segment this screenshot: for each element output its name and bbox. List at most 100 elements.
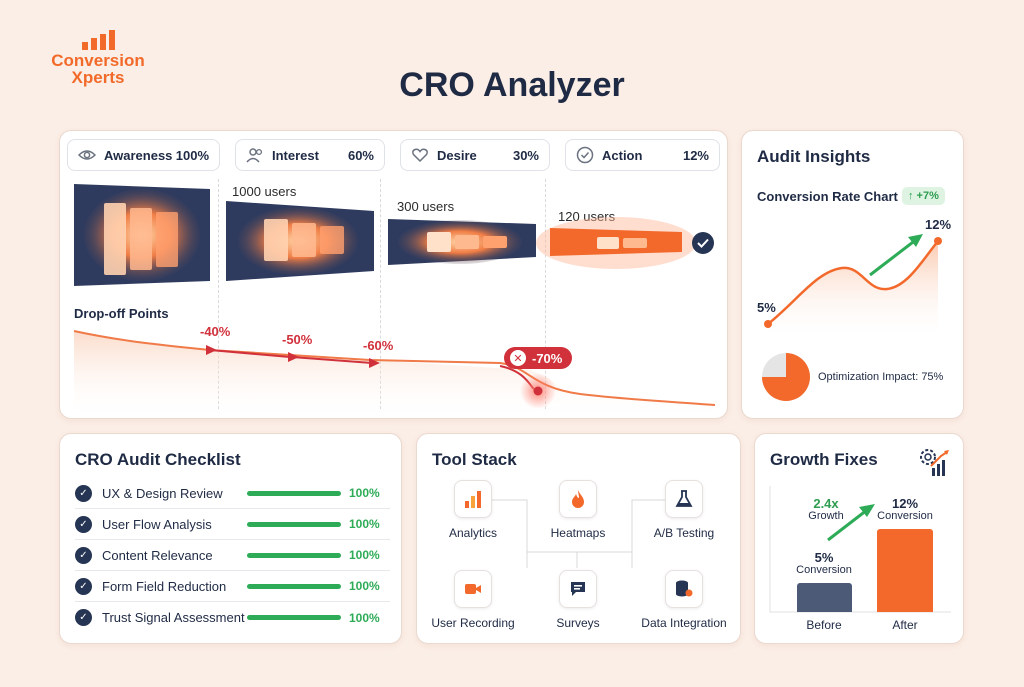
- optimization-impact-pie: [762, 353, 810, 401]
- conversion-rate-chart-title: Conversion Rate Chart: [757, 189, 898, 204]
- users-count-action: 120 users: [558, 209, 616, 224]
- rate-change-badge: ↑ +7%: [902, 187, 945, 205]
- after-axis-label: After: [892, 618, 918, 632]
- after-bar: [877, 529, 933, 612]
- rate-end-label: 12%: [925, 217, 952, 232]
- checklist-item[interactable]: ✓ Trust Signal Assessment 100%: [75, 602, 390, 633]
- checklist-item[interactable]: ✓ User Flow Analysis 100%: [75, 509, 390, 540]
- video-camera-icon: [454, 570, 492, 608]
- check-icon: ✓: [75, 546, 92, 564]
- check-icon: ✓: [75, 484, 92, 502]
- close-circle-icon: ✕: [510, 350, 526, 366]
- stage-label: Desire: [437, 147, 477, 163]
- brand-name-line1: Conversion: [51, 51, 145, 70]
- dropoff-marker-3: [369, 358, 380, 368]
- database-icon: [665, 570, 703, 608]
- before-value: 5%: [814, 550, 834, 565]
- after-value-label: 12% Conversion: [871, 497, 939, 523]
- flame-icon: [559, 480, 597, 518]
- check-icon: ✓: [75, 577, 92, 595]
- bar-chart-logo-icon: [82, 30, 115, 50]
- tool-data-integration[interactable]: Data Integration: [624, 570, 744, 630]
- stage-divider: [218, 179, 219, 409]
- stage-pct: 12%: [682, 147, 709, 163]
- page-title: CRO Analyzer: [399, 66, 625, 104]
- checklist-item-label: User Flow Analysis: [102, 516, 212, 532]
- dropoff-alert-badge[interactable]: ✕ -70%: [504, 347, 573, 369]
- stage-interest[interactable]: Interest 60%: [235, 139, 385, 171]
- audit-insights-card: Audit Insights Conversion Rate Chart ↑ +…: [741, 130, 964, 419]
- checklist-item-label: Content Relevance: [102, 547, 213, 563]
- tool-user-recording[interactable]: User Recording: [413, 570, 533, 630]
- tool-connectors: [492, 499, 665, 568]
- checklist-progress-bar: [247, 552, 341, 558]
- gear-growth-icon: [920, 449, 949, 476]
- stage-label: Interest: [272, 147, 319, 163]
- flask-icon: [665, 480, 703, 518]
- stage-desire[interactable]: Desire 30%: [400, 139, 550, 171]
- checklist-item[interactable]: ✓ Form Field Reduction 100%: [75, 571, 390, 602]
- before-axis-label: Before: [806, 618, 842, 632]
- brand-logo: Conversion Xperts: [50, 30, 160, 90]
- checklist-progress-bar: [247, 615, 341, 620]
- stage-action[interactable]: Action 12%: [565, 139, 720, 171]
- checklist-item[interactable]: ✓ UX & Design Review 100%: [75, 478, 390, 509]
- insights-title: Audit Insights: [757, 147, 871, 166]
- growth-value: 2.4x: [813, 496, 839, 511]
- tool-label: User Recording: [431, 616, 515, 630]
- tool-label: Heatmaps: [550, 526, 606, 540]
- checklist-item-label: UX & Design Review: [102, 485, 223, 501]
- tool-label: Data Integration: [641, 616, 727, 630]
- growth-fixes-card: Growth Fixes 2.4x Growth 5% Conversion 1…: [754, 433, 964, 644]
- growth-arrow-icon: [859, 504, 875, 517]
- users-count-desire: 300 users: [397, 199, 455, 214]
- funnel-stage-interest-shape: [226, 201, 374, 281]
- before-bar: [797, 583, 852, 612]
- dropoff-pct-2: -50%: [282, 332, 313, 347]
- growth-multiplier: 2.4x Growth: [793, 497, 859, 523]
- checklist-title: CRO Audit Checklist: [75, 450, 241, 469]
- stage-divider: [380, 179, 381, 409]
- tool-heatmaps[interactable]: Heatmaps: [518, 480, 638, 540]
- chat-bubble-icon: [559, 570, 597, 608]
- checklist-progress-bar: [247, 521, 341, 527]
- bar-chart-icon: [454, 480, 492, 518]
- growth-chart: [769, 486, 951, 613]
- stage-pct: 100%: [175, 147, 209, 163]
- dropoff-pct-4: -70%: [532, 350, 563, 366]
- brand-name: Conversion Xperts: [50, 52, 146, 86]
- tool-stack-card: Tool Stack Analytics Heatmaps A/B Testin…: [416, 433, 741, 644]
- tool-surveys[interactable]: Surveys: [518, 570, 638, 630]
- stage-label: Action: [602, 147, 643, 163]
- stage-pct: 30%: [512, 147, 539, 163]
- funnel-stage-desire-shape: [388, 219, 536, 265]
- brand-name-line2: Xperts: [71, 68, 125, 87]
- rate-line: [767, 240, 939, 325]
- checklist-item-pct: 100%: [349, 579, 380, 593]
- tool-label: Surveys: [556, 616, 600, 630]
- growth-arrow-icon: [908, 234, 923, 247]
- funnel-stage-awareness-shape: [74, 184, 210, 286]
- funnel-card: Awareness 100% Interest 60% Desire 30% A…: [59, 130, 728, 420]
- checklist-progress-bar: [247, 490, 341, 496]
- tool-ab-testing[interactable]: A/B Testing: [624, 480, 744, 540]
- after-caption: Conversion: [877, 510, 933, 522]
- dropoff-pct-1: -40%: [200, 324, 231, 339]
- checklist-progress-bar: [247, 583, 341, 589]
- growth-fixes-title: Growth Fixes: [770, 450, 878, 469]
- stage-awareness[interactable]: Awareness 100%: [67, 139, 220, 171]
- heart-icon: [411, 146, 429, 164]
- stage-label: Awareness: [104, 147, 173, 163]
- dropoff-title: Drop-off Points: [74, 306, 169, 321]
- users-count-interest: 1000 users: [232, 184, 297, 199]
- tool-label: A/B Testing: [653, 526, 715, 540]
- checklist-item[interactable]: ✓ Content Relevance 100%: [75, 540, 390, 571]
- checklist-item-pct: 100%: [349, 486, 380, 500]
- before-caption: Conversion: [796, 564, 852, 576]
- eye-icon: [78, 146, 96, 164]
- before-value-label: 5% Conversion: [791, 551, 857, 577]
- stage-pct: 60%: [347, 147, 374, 163]
- tool-analytics[interactable]: Analytics: [413, 480, 533, 540]
- tool-stack-title: Tool Stack: [432, 450, 517, 469]
- check-icon: ✓: [75, 515, 92, 533]
